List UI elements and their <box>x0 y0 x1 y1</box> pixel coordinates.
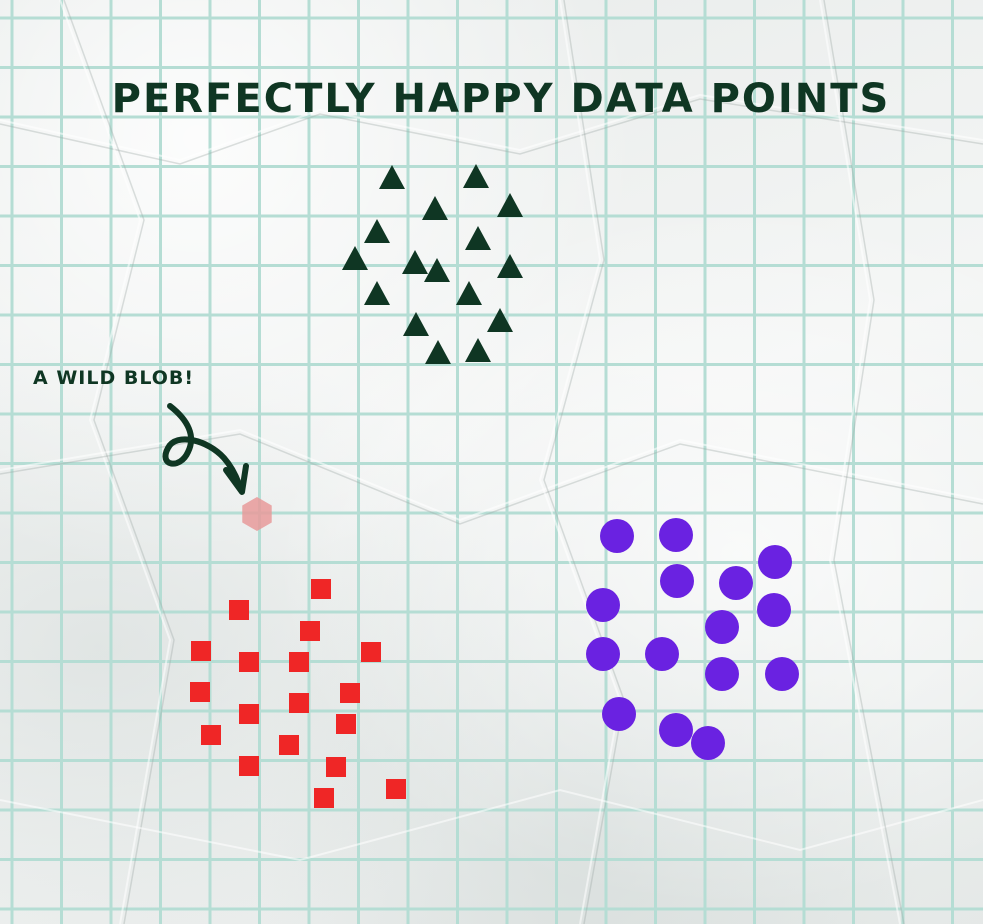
square-point <box>311 579 331 599</box>
triangle-point <box>364 219 390 243</box>
square-point <box>239 756 259 776</box>
triangle-point <box>402 250 428 274</box>
square-point <box>279 735 299 755</box>
annotation-text: A WILD BLOB! <box>33 367 194 389</box>
circle-point <box>758 545 792 579</box>
triangle-point <box>497 193 523 217</box>
square-point <box>201 725 221 745</box>
circle-point <box>705 657 739 691</box>
square-point <box>336 714 356 734</box>
circle-point <box>765 657 799 691</box>
triangle-point <box>456 281 482 305</box>
triangle-point <box>465 226 491 250</box>
circle-point <box>659 518 693 552</box>
square-point <box>289 693 309 713</box>
triangle-point <box>364 281 390 305</box>
square-point <box>386 779 406 799</box>
triangle-point <box>403 312 429 336</box>
square-point <box>239 704 259 724</box>
triangle-point <box>497 254 523 278</box>
chart-title: PERFECTLY HAPPY DATA POINTS <box>112 76 891 122</box>
circle-point <box>719 566 753 600</box>
square-point <box>289 652 309 672</box>
triangle-point <box>379 165 405 189</box>
circle-point <box>645 637 679 671</box>
data-marks <box>190 164 799 808</box>
circle-point <box>705 610 739 644</box>
square-point <box>190 682 210 702</box>
circle-point <box>757 593 791 627</box>
circle-point <box>602 697 636 731</box>
square-point <box>239 652 259 672</box>
square-point <box>300 621 320 641</box>
wild-blob-point <box>242 497 272 531</box>
wild-blob-annotation: A WILD BLOB! <box>33 367 249 495</box>
circle-point <box>659 713 693 747</box>
arrowhead <box>223 463 249 495</box>
square-point <box>229 600 249 620</box>
square-point <box>326 757 346 777</box>
triangle-point <box>422 196 448 220</box>
triangle-point <box>425 340 451 364</box>
square-point <box>361 642 381 662</box>
square-point <box>314 788 334 808</box>
circle-point <box>660 564 694 598</box>
square-point <box>191 641 211 661</box>
triangle-point <box>487 308 513 332</box>
triangle-point <box>424 258 450 282</box>
square-point <box>340 683 360 703</box>
circle-point <box>586 637 620 671</box>
triangle-point <box>342 246 368 270</box>
triangle-point <box>465 338 491 362</box>
curly-arrow <box>162 403 242 487</box>
circle-point <box>691 726 725 760</box>
circle-point <box>600 519 634 553</box>
circle-point <box>586 588 620 622</box>
triangle-point <box>463 164 489 188</box>
